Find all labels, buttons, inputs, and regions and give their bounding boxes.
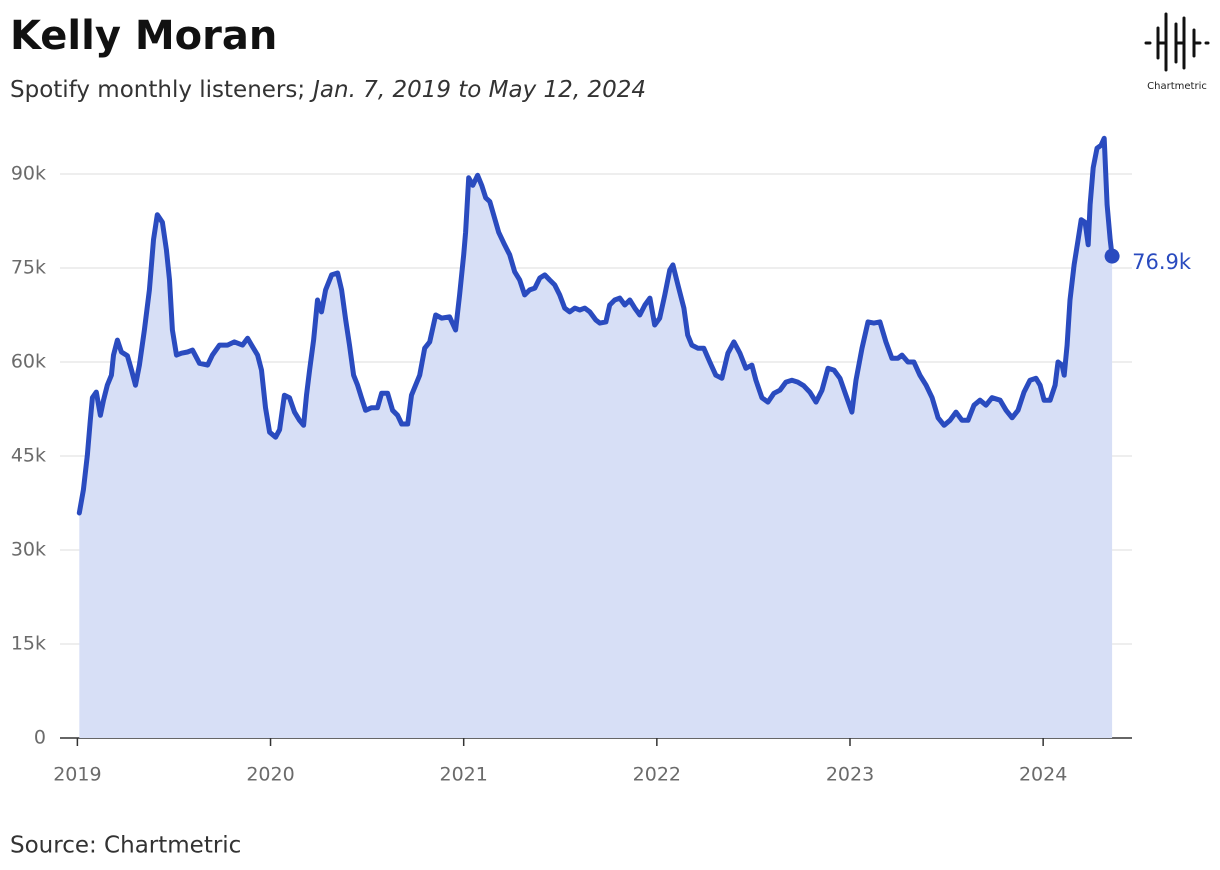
x-tick-label: 2022 [633, 764, 681, 786]
subtitle-text: Spotify monthly listeners; [10, 77, 305, 103]
y-tick-label: 90k [11, 163, 46, 185]
y-tick-label: 75k [11, 257, 46, 279]
y-tick-label: 0 [34, 727, 46, 749]
x-tick-label: 2023 [826, 764, 874, 786]
x-tick-label: 2024 [1019, 764, 1067, 786]
x-tick-label: 2019 [53, 764, 101, 786]
plot: 0 15k 30k 45k 60k 75k 90k 2019 2020 2021 2022 2023 2… [11, 135, 1192, 786]
subtitle-range: Jan. 7, 2019 to May 12, 2024 [309, 77, 646, 103]
source: Source: Chartmetric [10, 833, 241, 859]
y-tick-label: 15k [11, 633, 46, 655]
logo-text: Chartmetric [1147, 81, 1207, 92]
y-tick-label: 45k [11, 445, 46, 467]
area [79, 138, 1113, 739]
line [76, 135, 1115, 516]
end-point [1104, 248, 1120, 264]
y-tick-label: 60k [11, 351, 46, 373]
x-tick-label: 2021 [440, 764, 488, 786]
chart-title: Kelly Moran [10, 13, 277, 59]
end-label: 76.9k [1132, 250, 1192, 274]
y-tick-label: 30k [11, 539, 46, 561]
x-tick-label: 2020 [246, 764, 294, 786]
chart-subtitle: Spotify monthly listeners; Jan. 7, 2019 t… [10, 77, 646, 103]
logo [1144, 12, 1210, 72]
